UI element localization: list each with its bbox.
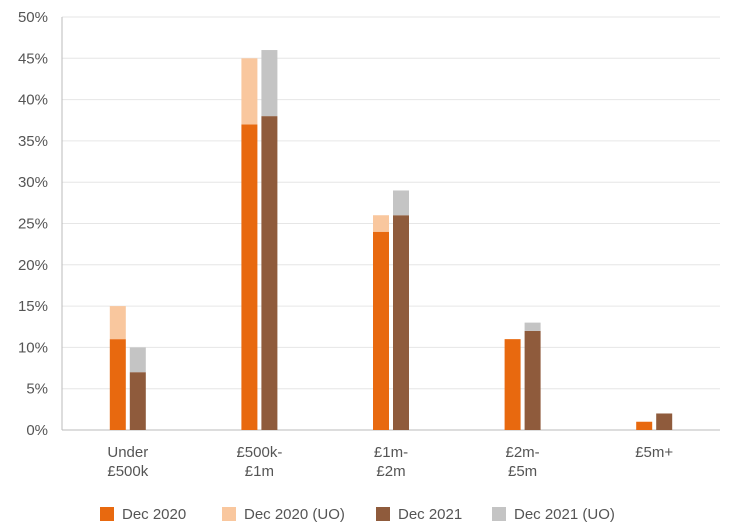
- bar-segment-dec-2021-uo: [261, 50, 278, 117]
- y-tick-label: 35%: [18, 133, 48, 150]
- y-tick-label: 40%: [18, 92, 48, 109]
- bar-segment-dec-2021: [656, 413, 673, 430]
- y-tick-label: 10%: [18, 339, 48, 356]
- y-tick-label: 20%: [18, 257, 48, 274]
- bar-segment-dec-2020: [241, 124, 258, 430]
- bar-segment-dec-2021-uo: [129, 347, 146, 373]
- legend-label: Dec 2020 (UO): [244, 506, 345, 523]
- x-category-label: £1m-£2m: [374, 444, 408, 480]
- legend-swatch: [376, 507, 390, 521]
- bar-segment-dec-2021: [393, 215, 409, 430]
- bar-segment-dec-2020-uo: [373, 215, 389, 232]
- y-tick-label: 5%: [26, 381, 48, 398]
- bar-segment-dec-2021-uo: [524, 322, 541, 331]
- bar-segment-dec-2021: [524, 330, 541, 430]
- bar-segment-dec-2020: [373, 231, 389, 430]
- y-tick-label: 15%: [18, 298, 48, 315]
- y-tick-label: 0%: [26, 422, 48, 439]
- y-tick-label: 50%: [18, 9, 48, 26]
- legend-label: Dec 2021: [398, 506, 462, 523]
- x-category-label: £500k-£1m: [236, 444, 282, 480]
- legend-swatch: [492, 507, 506, 521]
- bar-segment-dec-2021-uo: [393, 190, 409, 216]
- legend-label: Dec 2021 (UO): [514, 506, 615, 523]
- legend-swatch: [222, 507, 236, 521]
- y-tick-label: 45%: [18, 50, 48, 67]
- y-tick-label: 25%: [18, 216, 48, 233]
- gridlines: [62, 16, 720, 431]
- y-tick-label: 30%: [18, 174, 48, 191]
- x-category-label: £2m-£5m: [506, 444, 540, 480]
- bar-segment-dec-2021: [261, 116, 278, 431]
- bar-segment-dec-2020-uo: [109, 306, 126, 340]
- bar-segment-dec-2021: [129, 372, 146, 430]
- legend-label: Dec 2020: [122, 506, 186, 523]
- bar-segment-dec-2020: [636, 421, 653, 430]
- bar-segment-dec-2020: [109, 339, 126, 430]
- bars: [109, 50, 673, 431]
- y-axis-tick-labels: 0% 5% 10% 15% 20% 25% 30% 35% 40% 45% 50%: [18, 9, 48, 439]
- x-category-label: Under £500k: [107, 444, 148, 480]
- legend-swatch: [100, 507, 114, 521]
- x-axis-category-labels: Under £500k £500k-£1m £1m-£2m £2m-£5m £5m+: [107, 444, 673, 480]
- bar-segment-dec-2020-uo: [241, 58, 258, 125]
- legend: Dec 2020 Dec 2020 (UO) Dec 2021 Dec 2021 (U…: [100, 506, 615, 523]
- x-category-label: £5m+: [635, 444, 673, 461]
- bar-segment-dec-2020: [504, 339, 521, 430]
